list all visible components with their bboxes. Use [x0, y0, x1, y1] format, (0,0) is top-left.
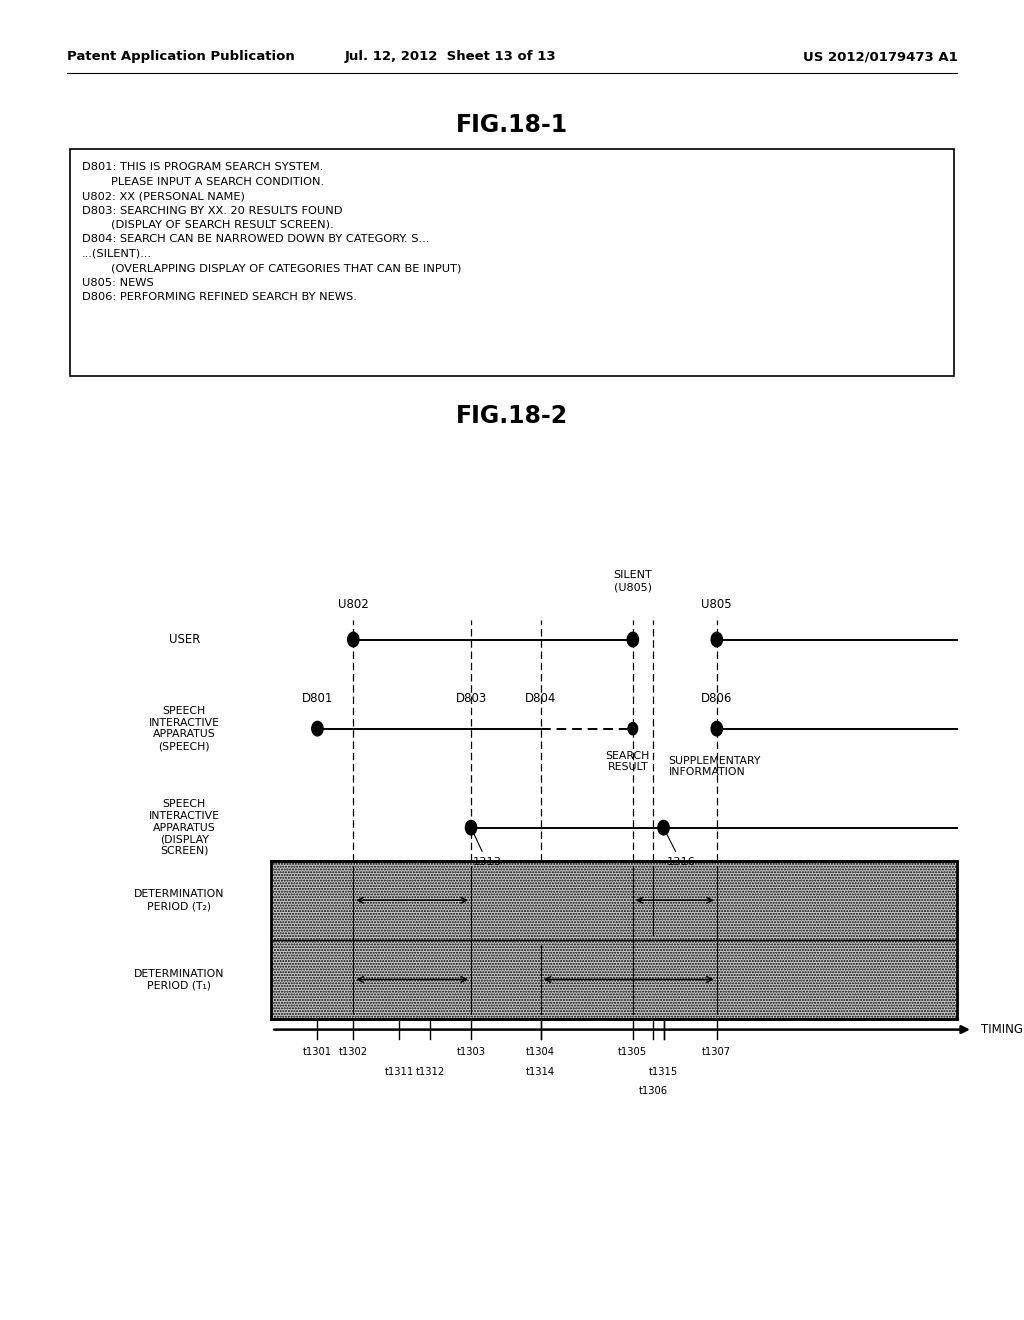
Text: t1303: t1303 — [457, 1047, 485, 1057]
Text: TIMING: TIMING — [981, 1023, 1023, 1036]
Text: D806: D806 — [701, 692, 732, 705]
Text: t1312: t1312 — [416, 1067, 444, 1077]
Text: t1314: t1314 — [526, 1067, 555, 1077]
Text: SPEECH
INTERACTIVE
APPARATUS
(DISPLAY
SCREEN): SPEECH INTERACTIVE APPARATUS (DISPLAY SC… — [148, 800, 220, 855]
Text: SILENT
(U805): SILENT (U805) — [613, 570, 652, 591]
Text: D803: D803 — [456, 692, 486, 705]
Text: t1315: t1315 — [649, 1067, 678, 1077]
Text: t1302: t1302 — [339, 1047, 368, 1057]
Circle shape — [627, 632, 639, 647]
Text: DETERMINATION
PERIOD (T₁): DETERMINATION PERIOD (T₁) — [134, 969, 224, 990]
Text: SPEECH
INTERACTIVE
APPARATUS
(SPEECH): SPEECH INTERACTIVE APPARATUS (SPEECH) — [148, 706, 220, 751]
Text: DETERMINATION
PERIOD (T₂): DETERMINATION PERIOD (T₂) — [134, 890, 224, 911]
Text: U802: U802 — [338, 598, 369, 610]
Circle shape — [711, 632, 722, 647]
Text: SUPPLEMENTARY
INFORMATION: SUPPLEMENTARY INFORMATION — [669, 756, 761, 777]
Text: USER: USER — [169, 634, 200, 645]
Text: U805: U805 — [701, 598, 732, 610]
Text: t1301: t1301 — [303, 1047, 332, 1057]
Text: t1304: t1304 — [526, 1047, 555, 1057]
Text: 1316: 1316 — [667, 857, 695, 867]
Text: 1313: 1313 — [473, 857, 502, 867]
Text: t1306: t1306 — [639, 1086, 668, 1097]
Text: D801: THIS IS PROGRAM SEARCH SYSTEM.
        PLEASE INPUT A SEARCH CONDITION.
U8: D801: THIS IS PROGRAM SEARCH SYSTEM. PLE… — [82, 162, 461, 302]
Circle shape — [711, 721, 722, 737]
Text: SEARCH
RESULT: SEARCH RESULT — [605, 751, 650, 772]
Text: t1311: t1311 — [385, 1067, 414, 1077]
Text: US 2012/0179473 A1: US 2012/0179473 A1 — [803, 50, 957, 63]
Bar — [271, 861, 957, 1019]
Text: Jul. 12, 2012  Sheet 13 of 13: Jul. 12, 2012 Sheet 13 of 13 — [345, 50, 556, 63]
Circle shape — [347, 632, 358, 647]
Text: D804: D804 — [525, 692, 556, 705]
Circle shape — [311, 721, 324, 737]
Text: t1305: t1305 — [618, 1047, 647, 1057]
Text: Patent Application Publication: Patent Application Publication — [67, 50, 294, 63]
Circle shape — [628, 722, 638, 735]
Bar — [70, 149, 954, 376]
Text: FIG.18-1: FIG.18-1 — [456, 114, 568, 137]
Text: t1307: t1307 — [702, 1047, 731, 1057]
Circle shape — [465, 820, 477, 836]
Circle shape — [658, 820, 670, 836]
Text: FIG.18-2: FIG.18-2 — [456, 404, 568, 428]
Text: D801: D801 — [302, 692, 333, 705]
